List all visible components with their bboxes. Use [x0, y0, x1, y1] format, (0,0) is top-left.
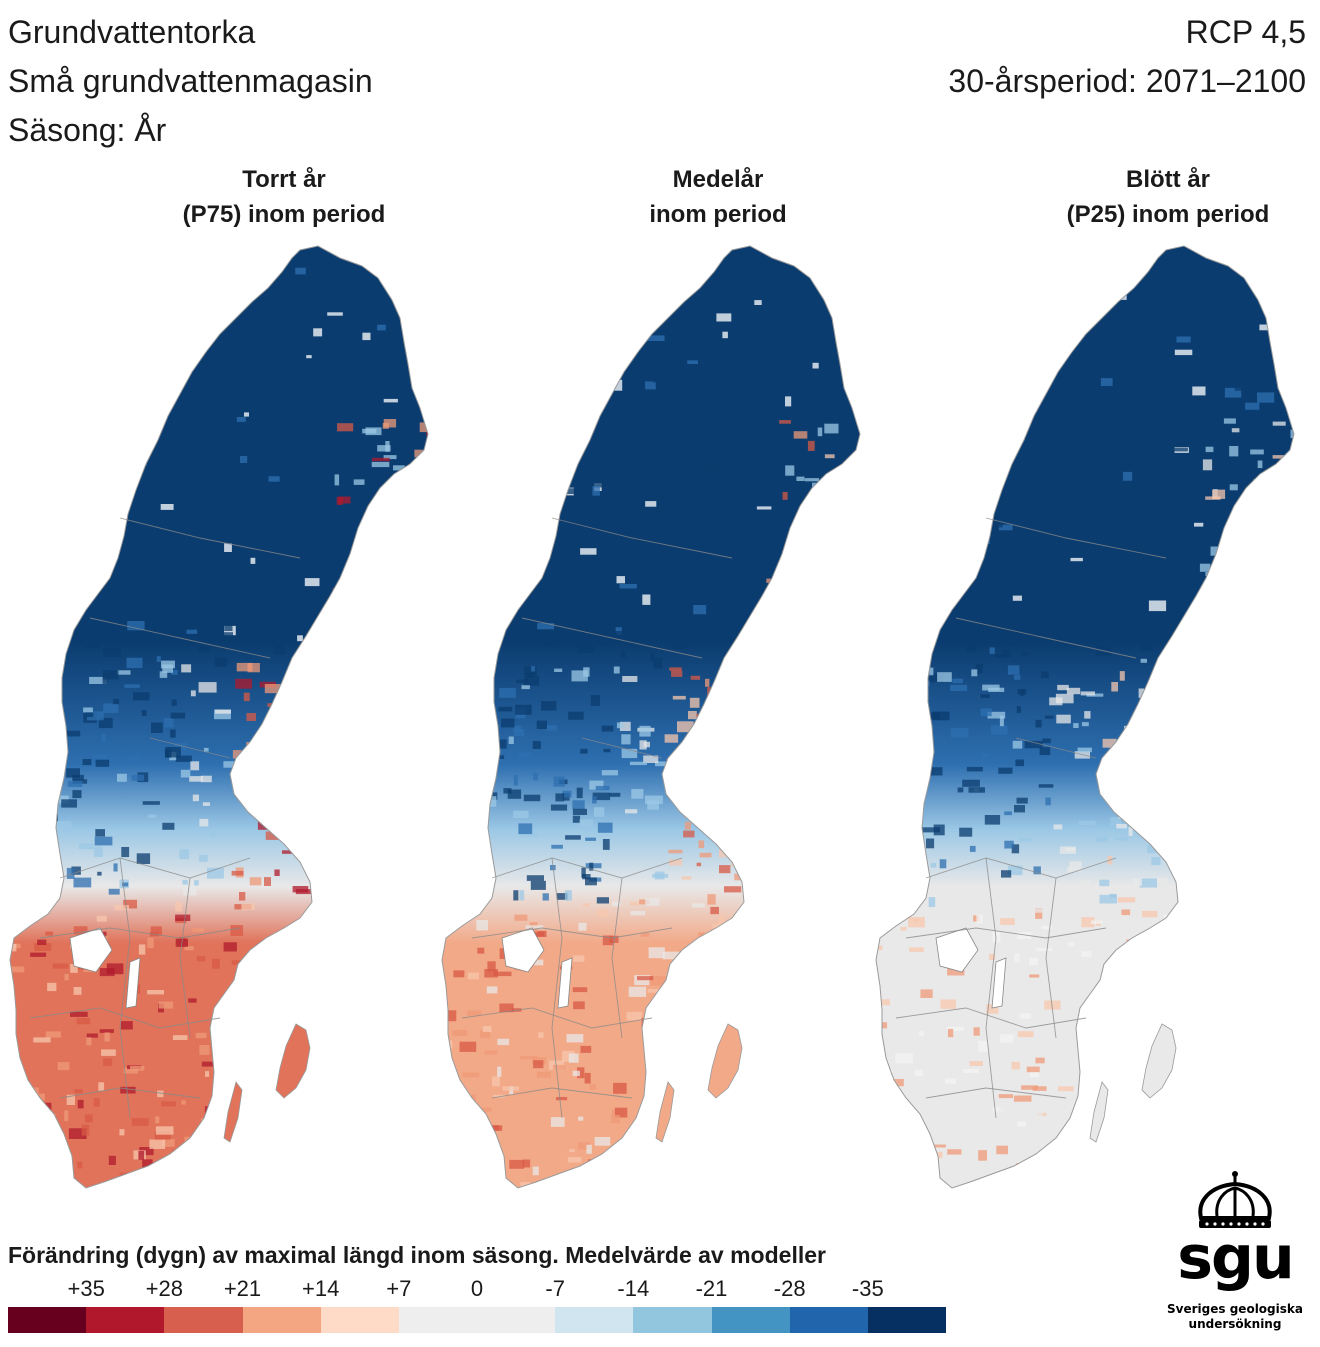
sweden-map-average-year: [441, 245, 861, 1189]
county-border: [925, 1087, 1067, 1099]
oland-island: [1089, 1081, 1109, 1143]
legend-swatch: [711, 1307, 790, 1333]
legend-tick-label: +28: [145, 1276, 183, 1301]
county-border: [39, 927, 241, 939]
legend-tick-label: +14: [301, 1276, 340, 1301]
map-subtitle: Små grundvattenmagasin: [8, 63, 373, 99]
sgu-logo: sgu Sveriges geologiska undersökning: [1160, 1170, 1310, 1340]
sweden-outline: [441, 245, 861, 1189]
county-border: [119, 857, 131, 1119]
legend-swatch: [8, 1307, 87, 1333]
legend-tick-label: +21: [223, 1276, 262, 1301]
county-border: [551, 517, 733, 559]
legend-swatch: [477, 1307, 556, 1333]
lake-vanern: [501, 927, 545, 973]
county-border: [119, 517, 301, 559]
panel-title-line1: Torrt år: [242, 166, 326, 193]
county-border: [59, 1087, 201, 1099]
map-title: Grundvattentorka: [8, 14, 256, 50]
legend-tick-label: +35: [67, 1276, 105, 1301]
legend-tick-label: -7: [545, 1276, 565, 1301]
legend-swatch: [320, 1307, 399, 1333]
sweden-outline: [9, 245, 429, 1189]
legend-tick-labels: +35 +28 +21 +14 +7 0 -7 -14 -21 -28 -35: [8, 1276, 946, 1306]
legend-swatch: [164, 1307, 243, 1333]
oland-island: [223, 1081, 243, 1143]
county-border: [461, 1007, 653, 1029]
sweden-landmass: [442, 246, 860, 1188]
county-border: [179, 877, 191, 1039]
legend-swatch: [633, 1307, 712, 1333]
sgu-subtitle-line2: undersökning: [1188, 1317, 1282, 1331]
legend-swatch: [86, 1307, 165, 1333]
county-border: [1015, 737, 1097, 759]
lake-vattern: [991, 957, 1007, 1009]
county-border: [955, 617, 1137, 659]
legend-swatch: [867, 1307, 947, 1333]
county-border: [551, 857, 563, 1119]
panel-title-wet-year: Blött år (P25) inom period: [1018, 162, 1318, 232]
lake-vattern: [557, 957, 573, 1009]
panel-title-line1: Medelår: [672, 166, 764, 193]
sweden-map-dry-year: [9, 245, 429, 1189]
legend-swatch: [398, 1307, 478, 1333]
legend-tick-label: -28: [773, 1276, 806, 1301]
county-border: [491, 1087, 633, 1099]
panel-title-line1: Blött år: [1126, 166, 1210, 193]
lake-vanern: [935, 927, 979, 973]
sweden-outline: [875, 245, 1295, 1189]
legend-tick-label: 0: [470, 1276, 484, 1301]
county-border: [59, 857, 251, 879]
gotland-island: [275, 1023, 311, 1099]
county-border: [895, 1007, 1087, 1029]
legend-tick-label: +7: [386, 1276, 412, 1301]
county-border: [905, 927, 1107, 939]
map-header-left: Grundvattentorka Små grundvattenmagasin …: [8, 8, 373, 155]
panel-title-line2: (P75) inom period: [182, 201, 386, 228]
oland-island: [655, 1081, 675, 1143]
county-border: [89, 617, 271, 659]
panel-title-line2: (P25) inom period: [1066, 201, 1270, 228]
crown-icon: [1198, 1171, 1272, 1228]
legend-tick-label: -21: [695, 1276, 728, 1301]
legend-swatch: [555, 1307, 634, 1333]
county-border: [985, 517, 1167, 559]
legend-swatch: [242, 1307, 321, 1333]
legend-tick-label: -35: [851, 1276, 884, 1301]
sgu-wordmark: sgu: [1177, 1223, 1294, 1293]
panel-title-average-year: Medelår inom period: [568, 162, 868, 232]
county-border: [491, 857, 683, 879]
county-border: [985, 857, 997, 1119]
period-label: 30-årsperiod: 2071–2100: [948, 63, 1306, 99]
map-header-right: RCP 4,5 30-årsperiod: 2071–2100: [948, 8, 1306, 106]
sgu-subtitle-line1: Sveriges geologiska: [1167, 1302, 1303, 1316]
county-border: [1045, 877, 1057, 1039]
lake-vanern: [69, 927, 113, 973]
legend-title: Förändring (dygn) av maximal längd inom …: [8, 1242, 826, 1268]
county-border: [611, 877, 623, 1039]
season-label: Säsong: År: [8, 112, 167, 148]
legend-swatch: [789, 1307, 868, 1333]
panel-title-dry-year: Torrt år (P75) inom period: [134, 162, 434, 232]
sweden-map-wet-year: [875, 245, 1295, 1189]
county-border: [521, 617, 703, 659]
county-border: [149, 737, 231, 759]
gotland-island: [1141, 1023, 1177, 1099]
scenario-label: RCP 4,5: [1185, 14, 1306, 50]
sgu-subtitle: Sveriges geologiska undersökning: [1160, 1302, 1310, 1332]
legend-color-bar: [8, 1307, 947, 1333]
county-border: [581, 737, 663, 759]
panel-title-line2: inom period: [649, 201, 787, 228]
county-border: [925, 857, 1117, 879]
county-border: [471, 927, 673, 939]
gotland-island: [707, 1023, 743, 1099]
lake-vattern: [125, 957, 141, 1009]
county-border: [29, 1007, 221, 1029]
legend-tick-label: -14: [617, 1276, 650, 1301]
